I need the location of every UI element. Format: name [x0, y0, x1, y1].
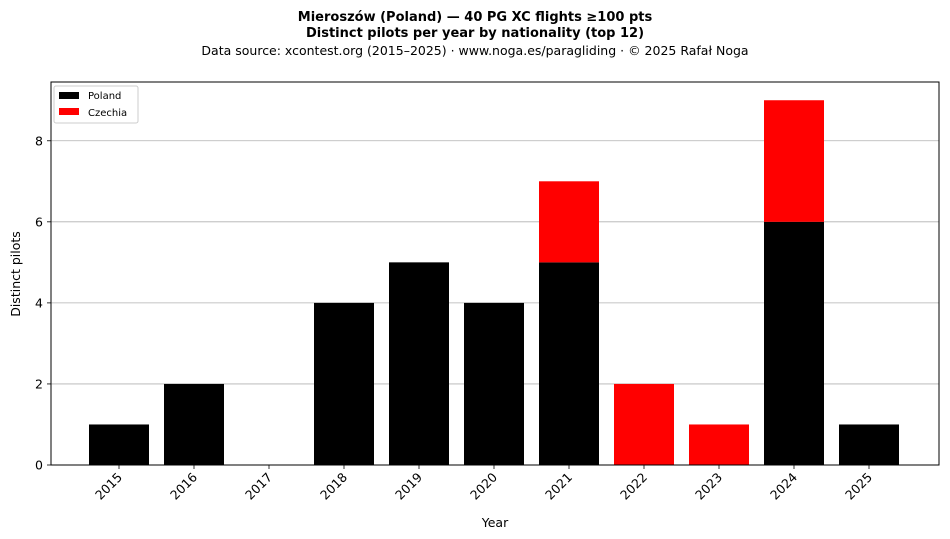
- x-tick-label-2023: 2023: [692, 470, 725, 503]
- y-tick-label-4: 4: [35, 295, 43, 310]
- x-tick-label-2018: 2018: [317, 469, 350, 502]
- bar-poland-2015: [89, 424, 149, 465]
- bar-czechia-2024: [764, 100, 824, 222]
- y-tick-label-6: 6: [35, 214, 43, 229]
- y-tick-label-8: 8: [35, 133, 43, 148]
- y-tick-label-0: 0: [35, 458, 43, 473]
- x-tick-label-2017: 2017: [242, 470, 275, 503]
- x-tick-label-2020: 2020: [467, 469, 500, 502]
- x-tick-label-2019: 2019: [392, 469, 425, 502]
- bar-poland-2018: [314, 302, 374, 465]
- chart-subtitle: Distinct pilots per year by nationality …: [306, 26, 644, 41]
- legend: Poland Czechia: [53, 85, 139, 124]
- y-tick-label-2: 2: [35, 376, 43, 391]
- plot-frame: [50, 81, 940, 466]
- bar-czechia-2023: [689, 424, 749, 465]
- x-axis-label: Year: [481, 515, 509, 530]
- x-tick-label-2024: 2024: [767, 469, 800, 502]
- legend-label-poland: Poland: [88, 91, 121, 102]
- x-tick-label-2015: 2015: [92, 470, 125, 503]
- x-tick-label-2016: 2016: [167, 469, 200, 502]
- bar-czechia-2021: [539, 181, 599, 263]
- bars: [89, 100, 899, 465]
- bar-poland-2024: [764, 221, 824, 465]
- legend-label-czechia: Czechia: [88, 108, 127, 119]
- x-tick-label-2025: 2025: [842, 470, 875, 503]
- legend-swatch-czechia: [59, 108, 79, 115]
- x-axis: 2015 2016 2017 2018 2019 2020 2021 2022 2023 2024…: [92, 465, 875, 503]
- y-axis-label: Distinct pilots: [8, 231, 23, 317]
- bar-poland-2016: [164, 383, 224, 465]
- bar-poland-2021: [539, 262, 599, 465]
- bar-czechia-2022: [614, 383, 674, 465]
- x-tick-label-2021: 2021: [542, 470, 575, 503]
- bar-poland-2020: [464, 302, 524, 465]
- bar-poland-2019: [389, 262, 449, 465]
- legend-swatch-poland: [59, 92, 79, 99]
- chart-source-line: Data source: xcontest.org (2015–2025) · …: [201, 43, 748, 58]
- x-tick-label-2022: 2022: [617, 470, 650, 503]
- chart-title: Mieroszów (Poland) — 40 PG XC flights ≥1…: [298, 10, 653, 25]
- y-axis: 0 2 4 6 8: [35, 133, 51, 473]
- bar-poland-2025: [839, 424, 899, 465]
